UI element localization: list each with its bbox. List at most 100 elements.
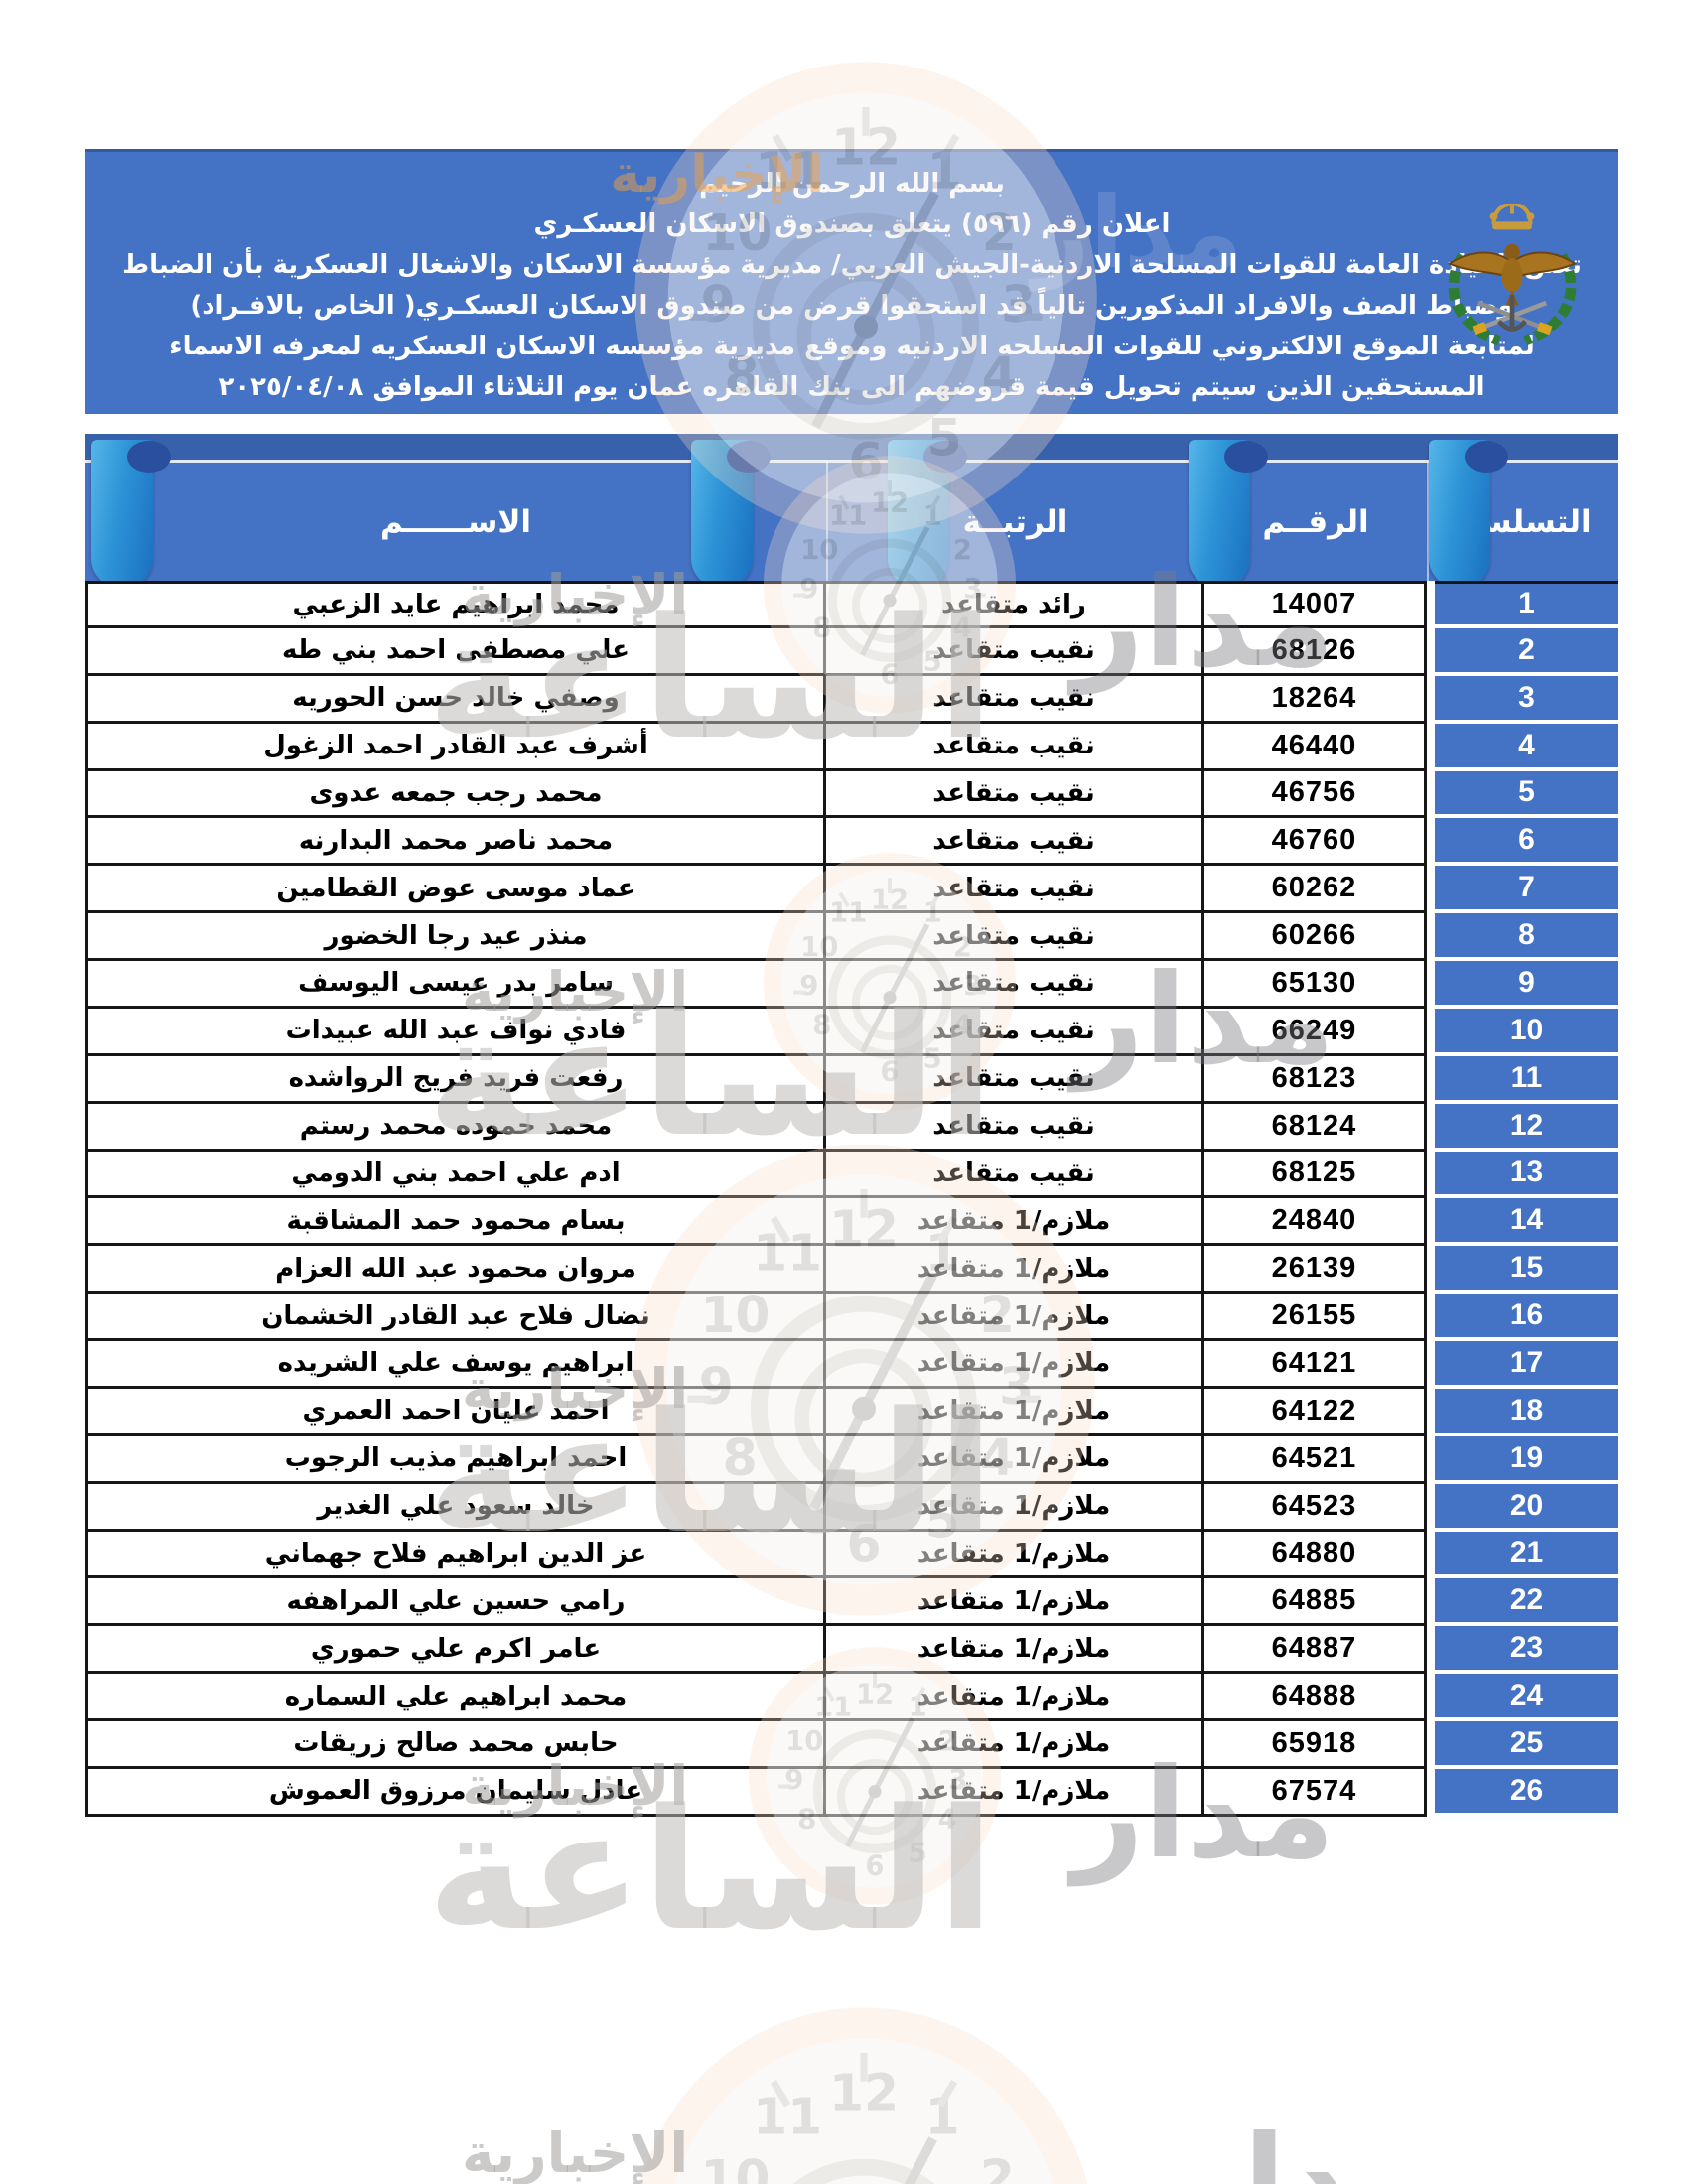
ribbon-ornament-icon xyxy=(1429,440,1508,589)
number-cell: 64885 xyxy=(1204,1578,1427,1627)
name-cell: محمد حموده محمد رستم xyxy=(85,1103,826,1152)
table-row: احمد عليان احمد العمري ملازم/1 متقاعد 64… xyxy=(85,1388,1618,1436)
rank-cell: نقيب متقاعد xyxy=(826,1103,1204,1152)
number-cell: 60266 xyxy=(1204,913,1427,961)
clock-watermark-icon xyxy=(626,2005,1102,2184)
table-row: محمد ناصر محمد البدارنه نقيب متقاعد 4676… xyxy=(85,818,1618,867)
number-cell: 65918 xyxy=(1204,1721,1427,1769)
serial-cell: 8 xyxy=(1435,913,1618,961)
ribbon-ornament-icon xyxy=(1189,440,1268,589)
serial-cell: 12 xyxy=(1435,1103,1618,1152)
serial-cell: 9 xyxy=(1435,961,1618,1009)
name-cell: رفعت فريد فريج الرواشده xyxy=(85,1055,826,1104)
table-header-topline xyxy=(85,460,1618,463)
table-row: علي مصطفى احمد بني طه نقيب متقاعد 68126 … xyxy=(85,627,1618,676)
serial-cell: 3 xyxy=(1435,675,1618,724)
number-cell: 24840 xyxy=(1204,1198,1427,1247)
table-row: سامر بدر عيسى اليوسف نقيب متقاعد 65130 9 xyxy=(85,961,1618,1009)
table-row: ادم علي احمد بني الدومي نقيب متقاعد 6812… xyxy=(85,1151,1618,1199)
number-cell: 64888 xyxy=(1204,1674,1427,1721)
table-body: محمد ابراهيم عايد الزعبي رائد متقاعد 140… xyxy=(85,581,1618,1817)
name-cell: محمد رجب جمعه عدوى xyxy=(85,770,826,819)
name-cell: ادم علي احمد بني الدومي xyxy=(85,1151,826,1199)
ribbon-ornament-icon xyxy=(91,440,171,589)
number-cell: 68124 xyxy=(1204,1103,1427,1152)
announcement-text: بسم الله الرحمن الرحيم اعلان رقم (٥٩٦) ي… xyxy=(85,152,1618,414)
table-row: عماد موسى عوض القطامين نقيب متقاعد 60262… xyxy=(85,866,1618,914)
number-cell: 68125 xyxy=(1204,1151,1427,1199)
table-row: أشرف عبد القادر احمد الزغول نقيب متقاعد … xyxy=(85,723,1618,771)
serial-cell: 22 xyxy=(1435,1578,1618,1627)
table-row: عادل سليمان مرزوق العموش ملازم/1 متقاعد … xyxy=(85,1768,1618,1817)
serial-cell: 18 xyxy=(1435,1388,1618,1436)
serial-cell: 25 xyxy=(1435,1721,1618,1769)
serial-cell: 16 xyxy=(1435,1294,1618,1341)
rank-cell: ملازم/1 متقاعد xyxy=(826,1721,1204,1769)
serial-cell: 13 xyxy=(1435,1151,1618,1199)
table-row: محمد ابراهيم عايد الزعبي رائد متقاعد 140… xyxy=(85,581,1618,628)
table-row: بسام محمود حمد المشاقبة ملازم/1 متقاعد 2… xyxy=(85,1198,1618,1247)
announcement-line-5: لمتابعة الموقع الالكتروني للقوات المسلحه… xyxy=(169,332,1535,361)
number-cell: 64122 xyxy=(1204,1388,1427,1436)
name-cell: احمد عليان احمد العمري xyxy=(85,1388,826,1436)
rank-cell: ملازم/1 متقاعد xyxy=(826,1341,1204,1389)
number-cell: 60262 xyxy=(1204,866,1427,914)
name-cell: بسام محمود حمد المشاقبة xyxy=(85,1198,826,1247)
number-cell: 64880 xyxy=(1204,1531,1427,1579)
rank-cell: نقيب متقاعد xyxy=(826,1151,1204,1199)
table-row: حابس محمد صالح زريقات ملازم/1 متقاعد 659… xyxy=(85,1721,1618,1769)
table-row: محمد ابراهيم علي السماره ملازم/1 متقاعد … xyxy=(85,1674,1618,1721)
number-cell: 66249 xyxy=(1204,1008,1427,1056)
rank-cell: نقيب متقاعد xyxy=(826,675,1204,724)
serial-cell: 24 xyxy=(1435,1674,1618,1721)
rank-cell: نقيب متقاعد xyxy=(826,770,1204,819)
announcement-box: بسم الله الرحمن الرحيم اعلان رقم (٥٩٦) ي… xyxy=(85,149,1618,414)
name-cell: عادل سليمان مرزوق العموش xyxy=(85,1768,826,1817)
table-row: محمد رجب جمعه عدوى نقيب متقاعد 46756 5 xyxy=(85,770,1618,819)
name-cell: خالد سعود علي الغدير xyxy=(85,1483,826,1532)
name-cell: مروان محمود عبد الله العزام xyxy=(85,1246,826,1295)
name-cell: حابس محمد صالح زريقات xyxy=(85,1721,826,1769)
number-cell: 46760 xyxy=(1204,818,1427,867)
name-cell: عامر اكرم علي حموري xyxy=(85,1626,826,1675)
rank-cell: ملازم/1 متقاعد xyxy=(826,1294,1204,1341)
name-cell: منذر عيد رجا الخضور xyxy=(85,913,826,961)
number-cell: 64887 xyxy=(1204,1626,1427,1675)
ribbon-ornament-icon xyxy=(888,440,967,589)
armed-forces-emblem-icon xyxy=(1447,204,1578,346)
rank-cell: ملازم/1 متقاعد xyxy=(826,1768,1204,1817)
name-cell: عز الدين ابراهيم فلاح جهماني xyxy=(85,1531,826,1579)
announcement-date-line: المستحقين الذين سيتم تحويل قيمة قروضهم ا… xyxy=(218,372,1485,402)
table-row: ابراهيم يوسف علي الشريده ملازم/1 متقاعد … xyxy=(85,1341,1618,1389)
serial-cell: 23 xyxy=(1435,1626,1618,1675)
serial-cell: 6 xyxy=(1435,818,1618,867)
serial-cell: 14 xyxy=(1435,1198,1618,1247)
rank-cell: نقيب متقاعد xyxy=(826,818,1204,867)
number-cell: 65130 xyxy=(1204,961,1427,1009)
serial-cell: 15 xyxy=(1435,1246,1618,1295)
table-row: فادي نواف عبد الله عبيدات نقيب متقاعد 66… xyxy=(85,1008,1618,1056)
announcement-line-3: تعلن القيادة العامة للقوات المسلحة الارد… xyxy=(122,250,1582,280)
serial-cell: 7 xyxy=(1435,866,1618,914)
name-cell: أشرف عبد القادر احمد الزغول xyxy=(85,723,826,771)
name-cell: محمد ابراهيم علي السماره xyxy=(85,1674,826,1721)
serial-cell: 1 xyxy=(1435,581,1618,628)
serial-cell: 11 xyxy=(1435,1055,1618,1104)
announcement-line-4: وضباط الصف والافراد المذكورين تالياً قد … xyxy=(190,291,1514,321)
number-cell: 68126 xyxy=(1204,627,1427,676)
rank-cell: ملازم/1 متقاعد xyxy=(826,1388,1204,1436)
name-cell: محمد ناصر محمد البدارنه xyxy=(85,818,826,867)
table-row: رفعت فريد فريج الرواشده نقيب متقاعد 6812… xyxy=(85,1055,1618,1104)
header-divider xyxy=(1427,460,1429,581)
rank-cell: ملازم/1 متقاعد xyxy=(826,1198,1204,1247)
serial-cell: 17 xyxy=(1435,1341,1618,1389)
rank-cell: نقيب متقاعد xyxy=(826,627,1204,676)
name-cell: محمد ابراهيم عايد الزعبي xyxy=(85,581,826,628)
table-row: رامي حسين علي المراهفه ملازم/1 متقاعد 64… xyxy=(85,1578,1618,1627)
rank-cell: ملازم/1 متقاعد xyxy=(826,1674,1204,1721)
rank-cell: ملازم/1 متقاعد xyxy=(826,1435,1204,1484)
table-row: احمد ابراهيم مذيب الرجوب ملازم/1 متقاعد … xyxy=(85,1435,1618,1484)
watermark-madar: مدار xyxy=(1172,2110,1435,2184)
name-cell: عماد موسى عوض القطامين xyxy=(85,866,826,914)
